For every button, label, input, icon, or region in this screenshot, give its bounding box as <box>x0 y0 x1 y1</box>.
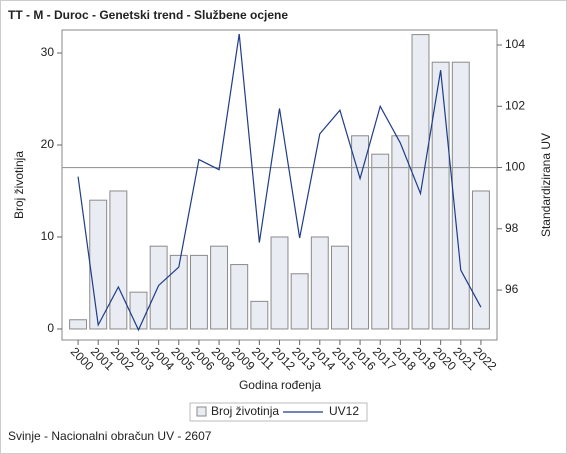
chart-title: TT - M - Duroc - Genetski trend - Službe… <box>8 8 288 22</box>
bar <box>471 190 490 330</box>
bar <box>351 135 370 330</box>
bar <box>431 61 450 330</box>
bar <box>330 245 349 330</box>
x-axis-label: Godina rođenja <box>239 378 321 392</box>
bar <box>310 236 329 330</box>
y2-tick-label: 100 <box>505 160 525 174</box>
bar <box>290 273 309 330</box>
bar <box>451 61 470 330</box>
bar <box>230 264 249 330</box>
bar <box>371 153 390 330</box>
legend-box <box>189 402 368 422</box>
footnote: Svinje - Nacionalni obračun UV - 2607 <box>8 429 212 443</box>
y-tick-label: 10 <box>41 229 55 243</box>
bar <box>109 190 128 330</box>
y2-tick-label: 104 <box>505 37 525 51</box>
bar <box>89 199 108 330</box>
y-tick-label: 20 <box>41 137 55 151</box>
y2-axis-label: Standardizirana UV <box>539 133 553 237</box>
y-tick-label: 30 <box>41 45 55 59</box>
bar <box>270 236 289 330</box>
y-tick-label: 0 <box>47 321 54 335</box>
y2-tick-label: 96 <box>505 282 519 296</box>
bar <box>411 34 430 330</box>
legend-swatch <box>196 406 207 417</box>
line <box>77 33 482 332</box>
bar <box>169 254 188 330</box>
y2-tick-label: 98 <box>505 221 519 235</box>
bar <box>129 291 148 330</box>
legend-label: UV12 <box>329 404 359 418</box>
bar <box>250 300 269 330</box>
bar <box>391 135 410 330</box>
bar <box>189 254 208 330</box>
bar <box>69 319 88 330</box>
bar <box>149 245 168 330</box>
y-axis-label: Broj životinja <box>12 151 26 219</box>
legend-label: Broj životinja <box>211 404 279 418</box>
y2-tick-label: 102 <box>505 98 525 112</box>
bar <box>210 245 229 330</box>
